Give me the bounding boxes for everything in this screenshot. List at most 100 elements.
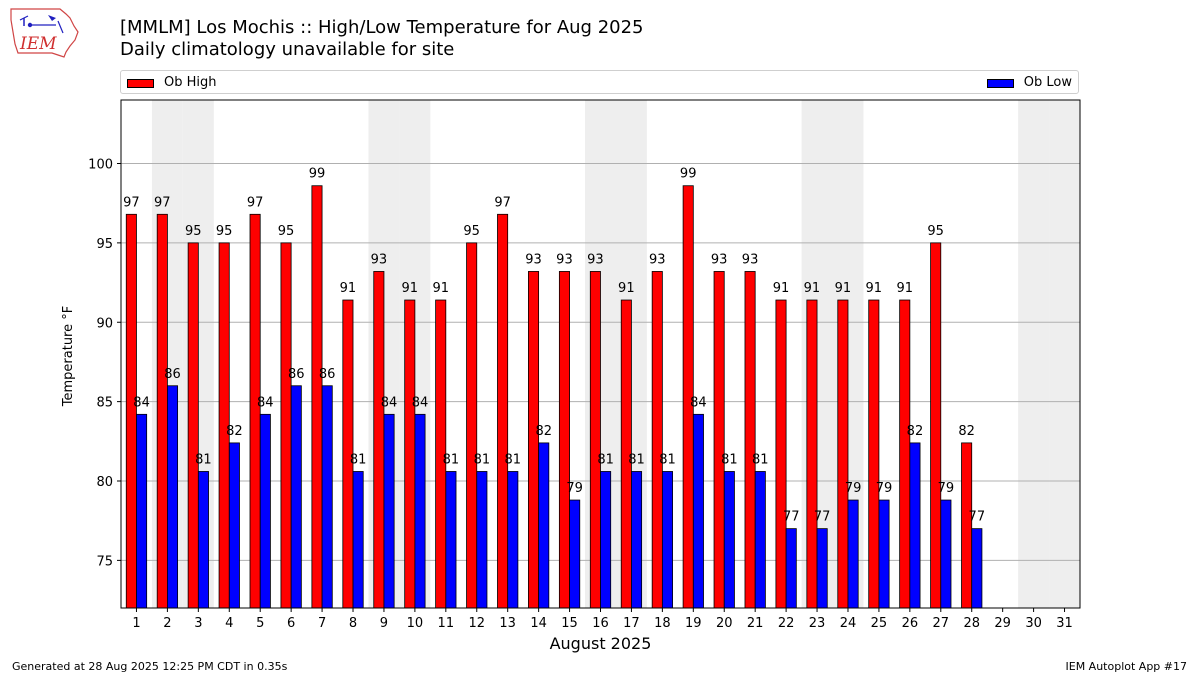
low-bar [197,471,209,609]
high-bar [620,299,632,609]
low-bar [754,471,766,609]
high-bar-label: 95 [463,224,480,239]
x-tick-label: 28 [963,616,980,631]
high-bar-label: 93 [587,252,604,267]
high-bar-label: 97 [154,195,171,210]
chart-legend: Ob High Ob Low [120,70,1079,94]
weekend-bands [151,100,1080,608]
low-bar-label: 79 [938,481,955,496]
high-bar-label: 91 [402,281,419,296]
low-bar-label: 79 [876,481,893,496]
x-tick-label: 11 [438,616,455,631]
low-bar [136,413,148,609]
low-bar-label: 79 [566,481,583,496]
x-tick-label: 3 [194,616,202,631]
high-bar [837,299,849,609]
low-bar [692,413,704,609]
low-bar [259,413,271,609]
high-bar [651,271,663,609]
x-tick-label: 8 [349,616,357,631]
high-bar-label: 97 [247,195,264,210]
x-tick-label: 2 [163,616,171,631]
high-bar [868,299,880,609]
high-bar [713,271,725,609]
high-bar-label: 91 [896,281,913,296]
generated-note: Generated at 28 Aug 2025 12:25 PM CDT in… [12,660,288,673]
low-bar [569,499,581,609]
high-bar [156,213,168,609]
high-bar-label: 97 [123,195,140,210]
x-tick-label: 14 [530,616,547,631]
x-tick-label: 5 [256,616,264,631]
low-bar [878,499,890,609]
high-bar [775,299,787,609]
x-tick-label: 4 [225,616,233,631]
low-bar [785,528,797,609]
x-tick-label: 30 [1025,616,1042,631]
high-bar-label: 91 [432,281,449,296]
high-bar-label: 82 [958,424,975,439]
x-tick-label: 29 [994,616,1011,631]
high-bar [744,271,756,609]
high-bar [497,213,509,609]
legend-label-high: Ob High [164,75,217,90]
low-bar-label: 84 [133,395,150,410]
high-bar [249,213,261,609]
weekend-band-10 [399,100,431,608]
low-bar [445,471,457,609]
low-bar-label: 84 [690,395,707,410]
low-bar-label: 77 [969,510,986,525]
low-bar-label: 81 [474,452,491,467]
high-bar-label: 99 [309,167,326,182]
low-bar [228,442,240,609]
high-bar-label: 93 [525,252,542,267]
high-bar-label: 95 [185,224,202,239]
high-bar [187,242,199,609]
high-bar-label: 95 [216,224,233,239]
x-tick-label: 17 [623,616,640,631]
x-tick-label: 6 [287,616,295,631]
x-tick-label: 26 [902,616,919,631]
low-bar [971,528,983,609]
low-bar-label: 82 [535,424,552,439]
low-bar [723,471,735,609]
high-bar-label: 91 [773,281,790,296]
high-bar [528,271,540,609]
data-labels: 97 84 97 86 95 81 95 82 97 84 95 86 99 86 91 81 93 84 91 84… [123,167,985,525]
low-bar [321,385,333,609]
low-bar-label: 81 [628,452,645,467]
weekend-band-9 [368,100,400,608]
gridlines [121,163,1080,561]
high-bar-label: 93 [649,252,666,267]
high-bar-label: 93 [711,252,728,267]
high-bar [404,299,416,609]
high-bar [589,271,601,609]
high-bar [125,213,137,609]
high-bar [558,271,570,609]
iem-logo: IEM [10,8,79,58]
low-bar-label: 81 [721,452,738,467]
high-bar-label: 93 [371,252,388,267]
high-bar-label: 93 [742,252,759,267]
x-tick-label: 21 [747,616,764,631]
low-bar [816,528,828,609]
low-bar [940,499,952,609]
high-bar [373,271,385,609]
high-bar [435,299,447,609]
low-bar-label: 81 [350,452,367,467]
bars [125,185,983,609]
high-bar-label: 93 [556,252,573,267]
high-bar-label: 91 [804,281,821,296]
legend-swatch-low [986,78,1014,88]
x-tick-label: 25 [871,616,888,631]
low-bar [167,385,179,609]
x-tick-label: 24 [840,616,857,631]
high-bar [961,442,973,609]
x-tick-label: 27 [933,616,950,631]
low-bar [476,471,488,609]
low-bar-label: 81 [505,452,522,467]
x-tick-label: 22 [778,616,795,631]
low-bar-label: 82 [907,424,924,439]
x-tick-label: 23 [809,616,826,631]
